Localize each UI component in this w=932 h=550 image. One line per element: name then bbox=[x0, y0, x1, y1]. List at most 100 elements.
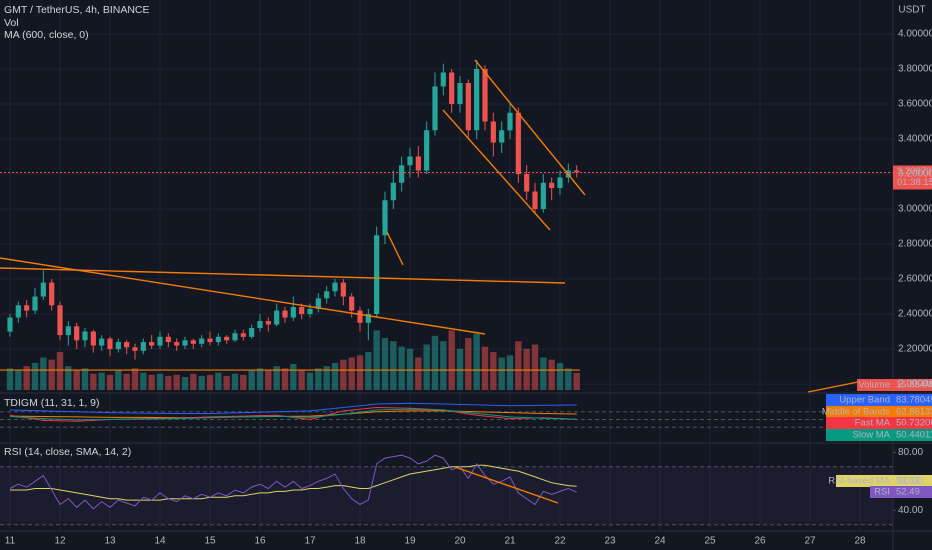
candle-body bbox=[440, 72, 446, 87]
candle-body bbox=[240, 333, 246, 337]
candle-body bbox=[215, 336, 221, 343]
volume-bar bbox=[323, 366, 330, 390]
volume-bar bbox=[40, 357, 47, 390]
series-tag-label: Volume bbox=[858, 380, 890, 391]
candle-body bbox=[407, 156, 413, 166]
volume-bar bbox=[506, 355, 514, 390]
volume-bar bbox=[381, 338, 389, 390]
candle-body bbox=[532, 191, 538, 210]
volume-bar bbox=[481, 346, 489, 390]
volume-bar bbox=[456, 348, 464, 390]
volume-bar bbox=[48, 359, 55, 390]
candle-body bbox=[365, 314, 371, 323]
x-tick-label: 26 bbox=[754, 536, 766, 547]
trendline bbox=[442, 109, 551, 231]
x-tick-label: 20 bbox=[454, 536, 466, 547]
candle-body bbox=[107, 338, 113, 350]
volume-bar bbox=[273, 366, 280, 390]
volume-bar bbox=[56, 352, 64, 390]
x-tick-label: 28 bbox=[854, 536, 866, 547]
candle-body bbox=[207, 338, 213, 343]
candle-body bbox=[15, 305, 21, 318]
candle-body bbox=[65, 326, 71, 336]
series-tag-name bbox=[826, 417, 893, 429]
marks bbox=[0, 60, 896, 526]
candle-body bbox=[374, 235, 380, 315]
volume-bar bbox=[256, 368, 264, 390]
x-tick-label: 14 bbox=[154, 536, 166, 547]
candle-body bbox=[49, 282, 55, 306]
price-tag bbox=[893, 165, 932, 190]
candle-body bbox=[449, 72, 455, 104]
candle-body bbox=[140, 342, 146, 351]
volume-bar bbox=[365, 352, 372, 390]
candle-body bbox=[382, 200, 388, 236]
volume-bar bbox=[523, 348, 530, 390]
volume-bar bbox=[531, 344, 539, 390]
x-tick-label: 17 bbox=[304, 536, 316, 547]
rsi-legend: RSI (14, close, SMA, 14, 2) bbox=[4, 446, 131, 458]
candle-body bbox=[99, 338, 105, 346]
candle-body bbox=[399, 165, 405, 183]
y-tick-label: 80.00 bbox=[898, 447, 923, 458]
volume-bar bbox=[173, 374, 180, 390]
candle-body bbox=[290, 307, 296, 318]
tdi-line bbox=[9, 402, 577, 414]
candle-body bbox=[174, 342, 180, 346]
volume-bar bbox=[90, 373, 97, 390]
volume-bar bbox=[140, 372, 147, 390]
volume-bar bbox=[465, 338, 472, 390]
series-tag-value-text: 50.44011 bbox=[896, 430, 932, 441]
series-tag-label: Fast MA bbox=[855, 418, 891, 429]
volume-bar bbox=[440, 341, 447, 390]
candle-body bbox=[357, 310, 363, 323]
candle-body bbox=[424, 130, 430, 171]
candle-body bbox=[457, 82, 463, 104]
candle-body bbox=[557, 177, 563, 189]
series-tag-label: Upper Band bbox=[839, 395, 890, 406]
candle-body bbox=[282, 310, 288, 318]
y-tick-label: 3.40000 bbox=[898, 134, 932, 145]
y-tick-label: 60.00 bbox=[898, 476, 923, 487]
volume-bar bbox=[248, 370, 255, 390]
y-tick-label: 2.60000 bbox=[898, 274, 932, 285]
series-tag-value-text: 52.49 bbox=[896, 487, 920, 498]
series-tag-value-text: 50.73200 bbox=[896, 418, 932, 429]
volume-bar bbox=[573, 372, 580, 390]
volume-bar bbox=[6, 368, 14, 390]
candle-body bbox=[182, 340, 188, 346]
volume-bar bbox=[431, 335, 439, 390]
volume-bar bbox=[15, 370, 22, 390]
y-tick-label: 2.20000 bbox=[898, 344, 932, 355]
series-tag-value-text: 62.86133 bbox=[896, 407, 932, 418]
x-tick-label: 16 bbox=[254, 536, 266, 547]
volume-legend: Vol bbox=[4, 17, 19, 29]
series-tag-value bbox=[893, 475, 932, 487]
trendline bbox=[454, 466, 559, 504]
volume-bar bbox=[73, 370, 80, 390]
volume-bar bbox=[115, 370, 122, 390]
candle-body bbox=[299, 307, 305, 315]
series-tag-label: Middle of Bands bbox=[822, 407, 890, 418]
candle-body bbox=[257, 321, 263, 329]
volume-bar bbox=[215, 372, 222, 390]
volume-bar bbox=[331, 362, 339, 390]
x-tick-label: 12 bbox=[54, 536, 66, 547]
volume-bar bbox=[548, 359, 555, 390]
candle-body bbox=[349, 296, 355, 311]
series-tag-name bbox=[826, 429, 893, 441]
series-tag-name bbox=[826, 406, 893, 418]
candle-body bbox=[124, 342, 130, 348]
candle-body bbox=[7, 317, 13, 332]
volume-bar bbox=[540, 357, 547, 390]
candle-body bbox=[507, 112, 513, 131]
series-tag-value-text: 56.63 bbox=[896, 476, 920, 487]
volume-bar bbox=[290, 364, 297, 390]
price-tag-value: 3.20873 bbox=[897, 166, 931, 177]
symbol-title: GMT / TetherUS, 4h, BINANCE bbox=[4, 4, 150, 16]
x-tick-label: 24 bbox=[654, 536, 666, 547]
series-tag-value bbox=[893, 417, 932, 429]
volume-bar bbox=[131, 368, 139, 390]
y-tick-label: 3.80000 bbox=[898, 64, 932, 75]
candle-body bbox=[274, 310, 280, 325]
